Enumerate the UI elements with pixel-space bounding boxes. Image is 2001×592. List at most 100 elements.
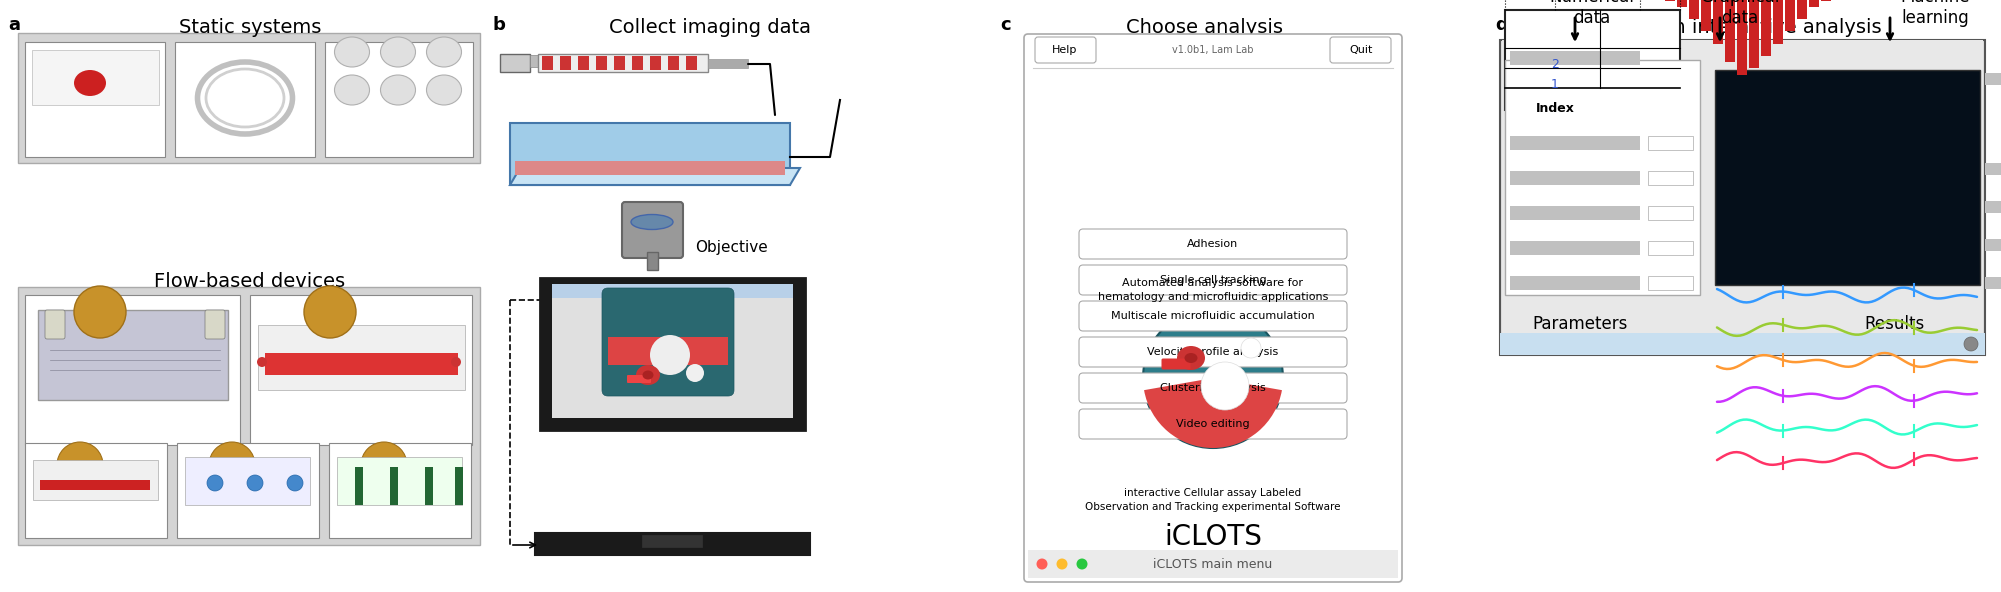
FancyBboxPatch shape [24,42,164,157]
Ellipse shape [1201,362,1249,410]
FancyBboxPatch shape [1079,337,1347,367]
FancyBboxPatch shape [250,295,472,445]
FancyBboxPatch shape [686,56,696,70]
FancyBboxPatch shape [534,533,810,555]
FancyBboxPatch shape [510,123,790,185]
FancyBboxPatch shape [1985,163,2001,175]
FancyBboxPatch shape [44,310,64,339]
FancyBboxPatch shape [1511,136,1641,150]
FancyBboxPatch shape [1035,37,1097,63]
Text: Graphical
data: Graphical data [1701,0,1779,27]
FancyBboxPatch shape [258,325,464,390]
FancyBboxPatch shape [32,50,158,105]
FancyBboxPatch shape [642,535,702,547]
Ellipse shape [304,286,356,338]
Ellipse shape [334,37,370,67]
Text: Results: Results [1865,315,1925,333]
FancyBboxPatch shape [1079,409,1347,439]
Ellipse shape [1037,558,1047,570]
FancyBboxPatch shape [668,56,678,70]
Text: d: d [1495,16,1507,34]
FancyBboxPatch shape [174,42,314,157]
Text: Help: Help [1053,45,1079,55]
FancyBboxPatch shape [1713,0,1723,44]
Text: Adhesion: Adhesion [1187,239,1239,249]
FancyBboxPatch shape [1649,171,1693,185]
Text: a: a [8,16,20,34]
FancyBboxPatch shape [1649,206,1693,220]
FancyBboxPatch shape [1689,0,1699,19]
FancyBboxPatch shape [578,56,588,70]
Text: Collect imaging data: Collect imaging data [608,18,810,37]
FancyBboxPatch shape [1649,241,1693,255]
FancyBboxPatch shape [650,56,660,70]
FancyBboxPatch shape [1505,60,1701,295]
Text: Static systems: Static systems [178,18,322,37]
Ellipse shape [636,365,660,385]
FancyBboxPatch shape [1161,359,1191,369]
Ellipse shape [246,475,262,491]
Text: Flow-based devices: Flow-based devices [154,272,346,291]
FancyBboxPatch shape [1331,37,1391,63]
Text: iCLOTS: iCLOTS [1165,523,1263,551]
Text: 2: 2 [1551,58,1559,71]
Ellipse shape [426,37,462,67]
FancyBboxPatch shape [424,467,432,505]
FancyBboxPatch shape [24,443,166,538]
Text: Velocity profile analysis: Velocity profile analysis [1147,347,1279,357]
Text: Parameters: Parameters [1533,315,1627,333]
FancyBboxPatch shape [1079,229,1347,259]
FancyBboxPatch shape [542,56,552,70]
FancyBboxPatch shape [602,288,734,396]
Ellipse shape [334,75,370,105]
Polygon shape [510,168,800,185]
Text: c: c [1000,16,1011,34]
FancyBboxPatch shape [264,353,458,375]
Text: iCLOTS main menu: iCLOTS main menu [1153,558,1273,571]
FancyBboxPatch shape [622,202,682,258]
FancyBboxPatch shape [1511,241,1641,255]
FancyBboxPatch shape [1749,0,1759,68]
FancyBboxPatch shape [1079,373,1347,403]
Ellipse shape [1177,346,1205,370]
FancyBboxPatch shape [1773,0,1783,44]
Ellipse shape [360,442,406,488]
Ellipse shape [1077,558,1087,570]
Ellipse shape [206,475,222,491]
Wedge shape [1145,378,1283,448]
FancyBboxPatch shape [176,443,318,538]
FancyBboxPatch shape [1029,550,1399,578]
FancyBboxPatch shape [1511,206,1641,220]
Text: Perform interactive analysis: Perform interactive analysis [1609,18,1881,37]
FancyBboxPatch shape [1797,0,1807,19]
FancyBboxPatch shape [1511,171,1641,185]
FancyBboxPatch shape [552,284,792,298]
Text: interactive Cellular assay Labeled
Observation and Tracking experimental Softwar: interactive Cellular assay Labeled Obser… [1085,488,1341,512]
Ellipse shape [1057,558,1067,570]
Ellipse shape [1965,337,1979,351]
FancyBboxPatch shape [614,56,624,70]
Ellipse shape [208,442,254,488]
Ellipse shape [642,371,654,379]
FancyBboxPatch shape [204,310,224,339]
FancyBboxPatch shape [1985,277,2001,289]
FancyBboxPatch shape [390,467,398,505]
Text: 1: 1 [1551,78,1559,91]
FancyBboxPatch shape [1501,333,1985,355]
Ellipse shape [686,364,704,382]
FancyBboxPatch shape [184,457,310,505]
FancyBboxPatch shape [626,375,650,383]
FancyBboxPatch shape [454,467,462,505]
Text: Automated analysis software for
hematology and microfluidic applications: Automated analysis software for hematolo… [1099,278,1329,302]
FancyBboxPatch shape [1511,276,1641,290]
Text: Clustering analysis: Clustering analysis [1161,383,1267,393]
Text: Video editing: Video editing [1177,419,1251,429]
FancyBboxPatch shape [1809,0,1819,7]
Text: Single cell tracking: Single cell tracking [1161,275,1267,285]
FancyBboxPatch shape [1079,301,1347,331]
FancyBboxPatch shape [1079,265,1347,295]
FancyBboxPatch shape [596,56,606,70]
Text: Multiscale microfluidic accumulation: Multiscale microfluidic accumulation [1111,311,1315,321]
Text: Index: Index [1535,102,1575,115]
FancyBboxPatch shape [1821,0,1831,1]
